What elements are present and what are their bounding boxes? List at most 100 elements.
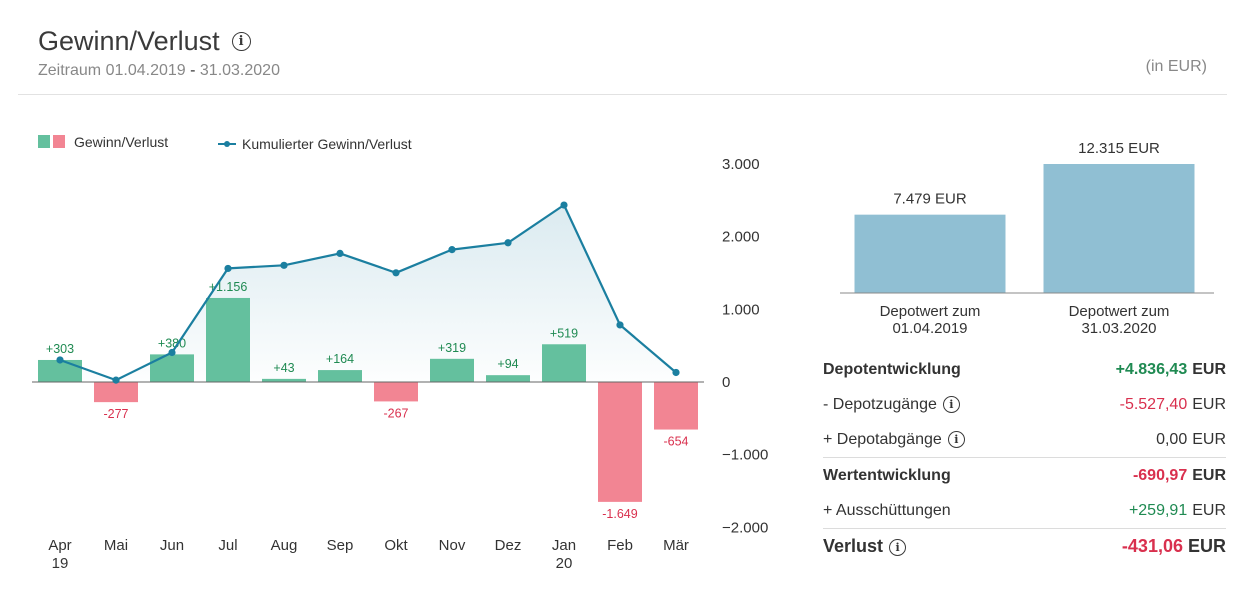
wertentwicklung-label: Wertentwicklung: [823, 466, 951, 484]
y-tick-5: −2.000: [722, 519, 768, 536]
x-tick-0: Apr 19: [48, 537, 71, 572]
bar-label-10: -1.649: [602, 507, 637, 521]
bar-label-5: +164: [326, 352, 354, 366]
y-tick-2: 1.000: [722, 301, 760, 318]
summary-panel: Depotentwicklung +4.836,43 EUR - Depotzug…: [823, 352, 1226, 564]
cumulative-point-8: [504, 239, 512, 247]
depotabgaenge-value: 0,00: [1156, 430, 1188, 448]
bar-8: [486, 375, 530, 382]
depotzugaenge-label: - Depotzugänge: [823, 395, 937, 413]
cumulative-point-1: [112, 376, 120, 384]
cumulative-point-0: [56, 356, 64, 364]
currency: EUR: [1192, 360, 1226, 378]
ausschuettungen-label: + Ausschüttungen: [823, 501, 951, 519]
bar-11: [654, 382, 698, 430]
bar-10: [598, 382, 642, 502]
legend-swatch-positive: [38, 135, 50, 148]
bar-label-2: +380: [158, 336, 186, 350]
page-title: Gewinn/Verlust i: [38, 26, 251, 57]
x-tick-11: Mär: [663, 537, 689, 554]
summary-row-verlust: Verlust i -431,06 EUR: [823, 529, 1226, 564]
currency: EUR: [1192, 430, 1226, 448]
bar-2: [150, 354, 194, 382]
info-icon[interactable]: i: [889, 538, 907, 556]
depotabgaenge-label: + Depotabgänge: [823, 430, 942, 448]
wertentwicklung-value: -690,97: [1132, 466, 1188, 484]
summary-row-wertentwicklung: Wertentwicklung -690,97 EUR: [823, 458, 1226, 493]
x-tick-5: Sep: [327, 537, 354, 554]
cumulative-point-6: [392, 269, 400, 277]
bar-data-labels: +303-277+380+1.156+43+164-267+319+94+519…: [46, 280, 689, 521]
info-icon[interactable]: i: [942, 395, 960, 413]
period-separator: -: [190, 62, 196, 79]
y-tick-1: 2.000: [722, 229, 760, 246]
bar-7: [430, 358, 474, 382]
legend-label-bars: Gewinn/Verlust: [74, 134, 168, 150]
cumulative-point-4: [280, 261, 288, 269]
depotentwicklung-value: +4.836,43: [1115, 360, 1188, 378]
bar-series: [38, 297, 698, 502]
header-divider: [18, 94, 1227, 95]
bar-6: [374, 382, 418, 402]
summary-row-depotzugaenge: - Depotzugänge i -5.527,40 EUR: [823, 387, 1226, 422]
bar-label-7: +319: [438, 341, 466, 355]
period-subtitle: Zeitraum 01.04.2019 - 31.03.2020: [38, 62, 280, 80]
depot-value-chart: 7.479 EUR Depotwert zum 01.04.2019 12.315 E…: [840, 140, 1214, 337]
depot-category-label-1: Depotwert zum 31.03.2020: [1069, 303, 1170, 337]
currency: EUR: [1192, 466, 1226, 484]
x-axis-labels: Apr 19 Mai Jun Jul Aug Sep Okt Nov Dez Jan 20 Feb Mär: [48, 537, 689, 572]
currency: EUR: [1192, 395, 1226, 413]
depotentwicklung-label: Depotentwicklung: [823, 360, 961, 378]
x-tick-7: Nov: [439, 537, 466, 554]
depot-value-label-1: 12.315 EUR: [1078, 140, 1160, 157]
period-label: Zeitraum: [38, 62, 102, 79]
depot-category-label-0: Depotwert zum 01.04.2019: [880, 303, 981, 337]
x-tick-6: Okt: [384, 537, 408, 554]
summary-divider: [823, 457, 1226, 458]
title-text: Gewinn/Verlust: [38, 26, 220, 56]
y-tick-4: −1.000: [722, 447, 768, 464]
bar-5: [318, 370, 362, 382]
cumulative-points: [56, 201, 680, 384]
depotzugaenge-value: -5.527,40: [1119, 395, 1188, 413]
cumulative-line: [59, 203, 677, 382]
profit-loss-chart: Gewinn/Verlust Kumulierter Gewinn/Verlus…: [32, 134, 768, 572]
bar-4: [262, 378, 306, 382]
bar-label-8: +94: [497, 357, 518, 371]
bar-label-0: +303: [46, 342, 74, 356]
x-tick-3: Jul: [218, 537, 237, 554]
bar-label-1: -277: [103, 407, 128, 421]
period-end: 31.03.2020: [199, 62, 280, 79]
cumulative-point-5: [336, 249, 344, 257]
chart-legend: Gewinn/Verlust Kumulierter Gewinn/Verlus…: [38, 134, 412, 152]
verlust-label: Verlust: [823, 536, 884, 556]
cumulative-point-2: [168, 348, 176, 357]
x-tick-8: Dez: [495, 537, 522, 554]
bar-label-4: +43: [273, 361, 294, 375]
bar-label-6: -267: [383, 406, 408, 420]
x-tick-4: Aug: [271, 537, 298, 554]
y-axis-ticks: 3.000 2.000 1.000 0 −1.000 −2.000: [722, 156, 768, 537]
period-start: 01.04.2019: [105, 62, 186, 79]
depot-labels: 7.479 EUR Depotwert zum 01.04.2019 12.315 E…: [880, 140, 1170, 337]
summary-row-ausschuettungen: + Ausschüttungen +259,91 EUR: [823, 493, 1226, 528]
x-tick-10: Feb: [607, 537, 633, 554]
currency: EUR: [1187, 536, 1226, 556]
cumulative-point-11: [672, 368, 680, 377]
cumulative-point-7: [448, 246, 456, 254]
y-tick-0: 3.000: [722, 156, 760, 173]
info-icon[interactable]: i: [231, 32, 251, 51]
verlust-value: -431,06: [1121, 536, 1183, 556]
bar-label-11: -654: [663, 435, 688, 449]
x-tick-1: Mai: [104, 537, 128, 554]
info-icon[interactable]: i: [947, 430, 965, 448]
legend-label-line: Kumulierter Gewinn/Verlust: [242, 136, 412, 152]
cumulative-point-9: [560, 201, 568, 209]
legend-swatch-negative: [53, 135, 65, 148]
ausschuettungen-value: +259,91: [1128, 501, 1188, 519]
currency: EUR: [1192, 501, 1226, 519]
depot-value-label-0: 7.479 EUR: [893, 191, 967, 208]
y-tick-3: 0: [722, 374, 730, 391]
cumulative-point-3: [224, 264, 232, 273]
depot-bar-0: [854, 214, 1006, 293]
